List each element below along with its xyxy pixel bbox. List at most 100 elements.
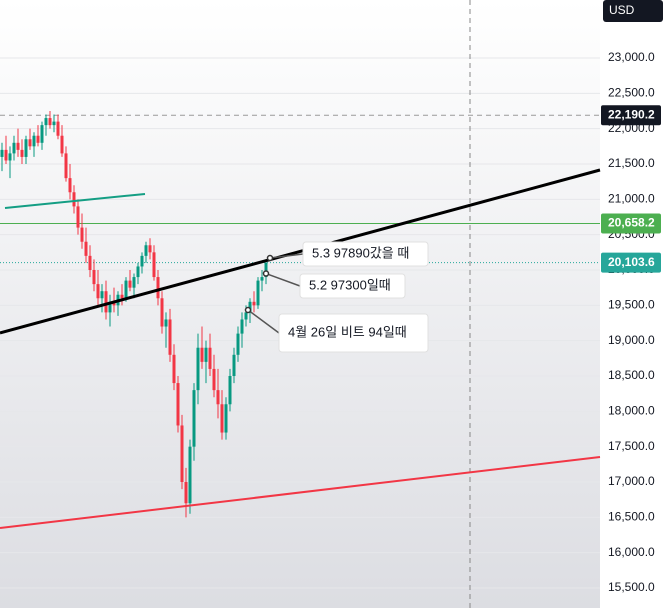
annotation-leader [247, 309, 280, 334]
candle-body [44, 118, 48, 126]
candle-body [144, 245, 148, 256]
annotation-anchor [244, 306, 252, 314]
y-tick-label: 17,500.0 [608, 439, 655, 453]
candle-body [104, 291, 108, 313]
candle-body [248, 301, 252, 313]
candle-body [76, 206, 80, 228]
annotation-text: 5.3 97890갔을 때 [312, 245, 409, 260]
candle-body [88, 255, 92, 270]
price-label-box [601, 252, 661, 273]
candle-body [264, 262, 268, 278]
candle-body [136, 266, 140, 278]
candle-body [212, 368, 216, 391]
y-tick-label: 19,000.0 [608, 333, 655, 347]
candle-body [92, 270, 96, 285]
trend-line [0, 168, 601, 335]
candle-body [40, 125, 44, 143]
candle-body [108, 301, 112, 313]
candle-body [64, 153, 68, 179]
currency: USD [609, 3, 635, 17]
annotation-box [278, 313, 429, 353]
price-label: 22,190.2 [608, 107, 655, 121]
candle-body [196, 347, 200, 391]
candle-body [48, 118, 52, 126]
y-tick-label: 22,500.0 [608, 86, 655, 100]
candle-body [8, 153, 12, 161]
y-tick-label: 18,000.0 [608, 404, 655, 418]
candle-body [56, 121, 60, 136]
candle-body [184, 482, 188, 504]
plot-background [0, 0, 600, 608]
annotation-text: 4월 26일 비트 94일때 [288, 324, 407, 339]
candle-body [60, 135, 64, 154]
candle-body [132, 277, 136, 288]
candle-body [244, 312, 248, 320]
candle-body [236, 333, 240, 355]
candle-body [72, 192, 76, 207]
candle-body [172, 354, 176, 384]
candle-body [100, 291, 104, 299]
candle-body [12, 142, 16, 154]
candle-body [164, 319, 168, 327]
candle-body [208, 347, 212, 369]
candle-body [16, 142, 20, 150]
candle-body [260, 277, 264, 281]
candle-body [252, 301, 256, 306]
annotation-text: 5.2 97300일때 [309, 277, 391, 292]
candle-body [4, 149, 8, 161]
candle-body [112, 301, 116, 306]
candle-body [128, 280, 132, 288]
y-tick-label: 16,000.0 [608, 545, 655, 559]
annotation-box [299, 273, 406, 299]
candle-body [228, 376, 232, 405]
y-tick-label: 17,000.0 [608, 474, 655, 488]
candle-body [84, 241, 88, 256]
candle-body [68, 178, 72, 193]
annotation-box [302, 241, 429, 267]
candle-body [200, 347, 204, 362]
candle-body [36, 135, 40, 143]
price-label-box [601, 105, 661, 126]
candle-body [120, 294, 124, 299]
candle-body [140, 255, 144, 267]
price-label: 20,658.2 [608, 216, 655, 230]
candle-body [32, 135, 36, 147]
y-tick-label: 21,000.0 [608, 192, 655, 206]
candle-body [216, 390, 220, 405]
annotation-anchor [266, 254, 274, 262]
candle-body [224, 404, 228, 433]
candle-body [192, 390, 196, 447]
price-axis [600, 0, 672, 608]
candle-body [52, 121, 56, 126]
y-tick-label: 15,500.0 [608, 580, 655, 594]
trend-line [4, 192, 146, 210]
annotation-anchor [262, 270, 270, 277]
candle-body [80, 227, 84, 242]
y-tick-label: 21,500.0 [608, 156, 655, 170]
candle-body [256, 280, 260, 306]
candle-body [220, 404, 224, 433]
candle-body [156, 277, 160, 299]
candle-body [204, 347, 208, 362]
candle-body [152, 252, 156, 278]
y-tick-label: 19,500.0 [608, 298, 655, 312]
candle-body [96, 284, 100, 299]
currency-box [603, 0, 663, 22]
candle-body [176, 383, 180, 426]
y-tick-label: 23,000.0 [608, 50, 655, 64]
y-tick-label: 16,500.0 [608, 510, 655, 524]
price-label-box [601, 213, 661, 234]
candle-body [148, 245, 152, 253]
candle-body [0, 149, 4, 157]
candle-body [188, 446, 192, 504]
candle-body [24, 139, 28, 157]
candle-body [160, 298, 164, 327]
candle-body [168, 319, 172, 355]
annotation-leader [269, 253, 304, 259]
candle-body [240, 319, 244, 334]
y-tick-label: 18,500.0 [608, 368, 655, 382]
candle-body [28, 139, 32, 147]
candle-body [20, 149, 24, 157]
